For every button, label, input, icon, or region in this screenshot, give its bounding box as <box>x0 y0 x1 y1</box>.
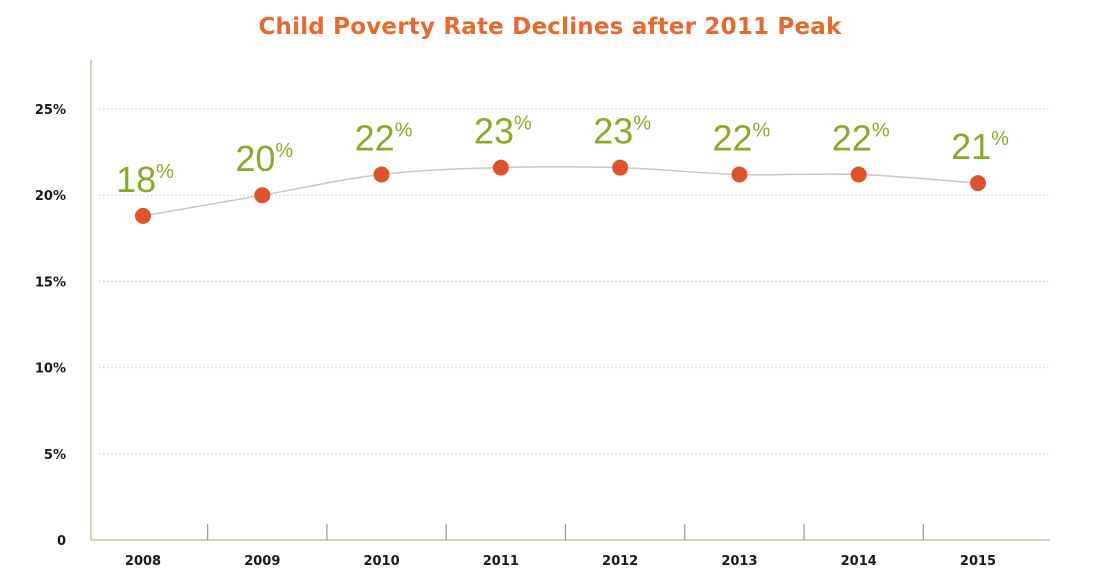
x-tick-label: 2010 <box>363 554 399 569</box>
data-label-percent: % <box>395 120 413 142</box>
x-tick-label: 2011 <box>483 554 519 569</box>
data-label: 23% <box>593 111 651 152</box>
data-label-value: 23 <box>474 111 514 152</box>
y-tick-label: 20% <box>35 189 66 204</box>
y-tick-label: 10% <box>35 362 66 377</box>
chart-title: Child Poverty Rate Declines after 2011 P… <box>258 14 842 40</box>
data-label: 22% <box>355 118 413 159</box>
data-label-percent: % <box>753 120 771 142</box>
data-label-value: 22 <box>832 118 872 159</box>
y-tick-label: 0 <box>57 534 66 549</box>
data-point <box>135 207 151 224</box>
data-label: 22% <box>832 118 890 159</box>
data-label-percent: % <box>156 161 174 183</box>
data-label: 22% <box>713 118 771 159</box>
y-tick-label: 25% <box>35 103 66 118</box>
data-label: 20% <box>235 138 293 179</box>
data-point <box>373 166 390 183</box>
data-point <box>254 187 271 204</box>
data-label-value: 21 <box>951 126 991 167</box>
y-tick-label: 15% <box>35 275 66 290</box>
data-label: 23% <box>474 111 532 152</box>
x-tick-label: 2012 <box>602 554 638 569</box>
data-point <box>731 166 748 183</box>
data-label-percent: % <box>514 113 532 135</box>
y-tick-label: 5% <box>44 448 66 463</box>
data-label-value: 23 <box>593 111 633 152</box>
x-tick-label: 2009 <box>244 554 280 569</box>
data-point <box>850 166 867 183</box>
data-label-percent: % <box>991 128 1009 150</box>
x-tick-label: 2014 <box>841 554 877 569</box>
data-point <box>970 175 986 192</box>
x-tick-label: 2008 <box>125 554 161 569</box>
data-point <box>492 159 509 176</box>
data-label-percent: % <box>633 113 651 135</box>
data-label: 18% <box>116 159 174 200</box>
data-label: 21% <box>951 126 1009 167</box>
data-point <box>612 159 629 176</box>
x-tick-label: 2015 <box>960 554 996 569</box>
data-label-percent: % <box>275 140 293 162</box>
data-label-percent: % <box>872 120 890 142</box>
x-tick-label: 2013 <box>721 554 757 569</box>
data-label-value: 20 <box>235 138 275 179</box>
data-label-value: 18 <box>116 159 156 200</box>
data-label-value: 22 <box>355 118 395 159</box>
data-label-value: 22 <box>713 118 753 159</box>
